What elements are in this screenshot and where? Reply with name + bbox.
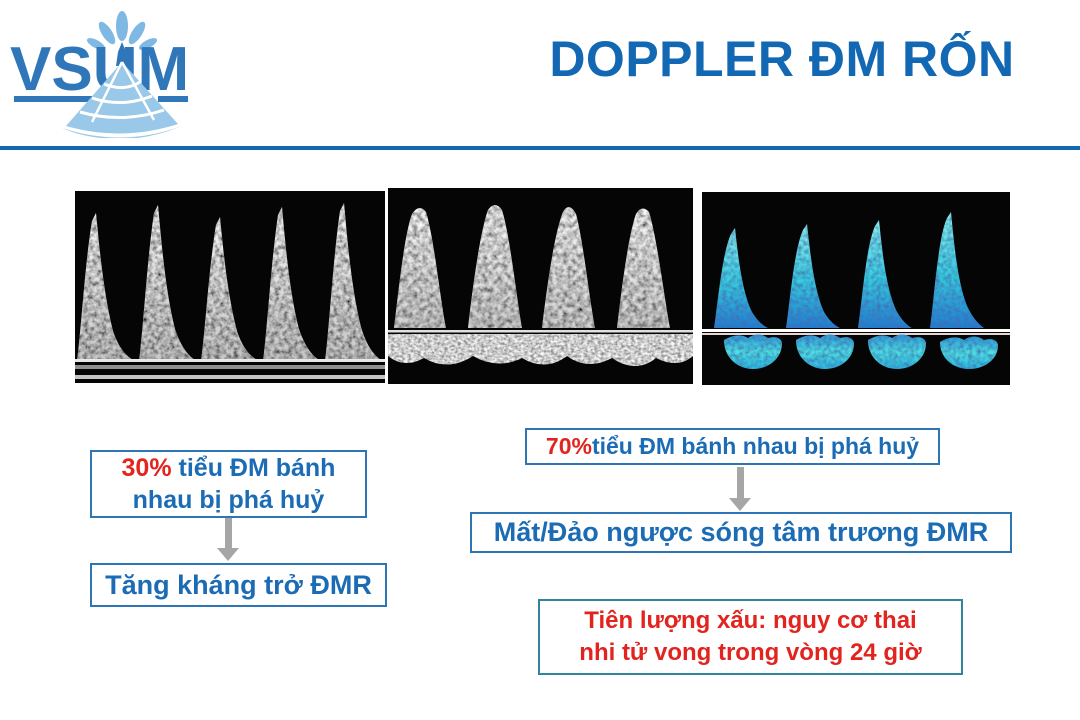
header-divider xyxy=(0,146,1080,150)
arrow-head-icon xyxy=(217,548,239,561)
left-effect-box: Tăng kháng trở ĐMR xyxy=(90,563,387,607)
prognosis-line1: Tiên lượng xấu: nguy cơ thai xyxy=(584,607,917,635)
ultrasound-image-absent-diastole xyxy=(388,188,693,384)
right-cause-box: 70% tiểu ĐM bánh nhau bị phá huỷ xyxy=(525,428,940,465)
left-cause-line1-rest: tiểu ĐM bánh xyxy=(171,453,336,482)
doppler-waveform-3 xyxy=(702,192,1010,385)
logo-underline-right xyxy=(158,96,188,102)
pagoda-icon xyxy=(116,42,128,66)
lotus-icon xyxy=(86,11,158,50)
left-cause-box: 30% tiểu ĐM bánh nhau bị phá huỷ xyxy=(90,450,367,518)
prognosis-line2: nhi tử vong trong vòng 24 giờ xyxy=(579,639,922,666)
slide-title: DOPPLER ĐM RỐN xyxy=(549,31,1015,87)
arrow-shaft xyxy=(224,518,232,548)
prognosis-box: Tiên lượng xấu: nguy cơ thai nhi tử vong… xyxy=(538,599,963,675)
ultrasound-image-reversed-diastole xyxy=(702,192,1010,385)
right-cause-rest: tiểu ĐM bánh nhau bị phá huỷ xyxy=(591,433,920,459)
down-arrow-left xyxy=(217,518,239,561)
logo-underline-left xyxy=(14,96,94,102)
doppler-waveform-2 xyxy=(388,188,693,384)
left-cause-line2: nhau bị phá huỷ xyxy=(132,486,325,514)
down-arrow-right xyxy=(729,467,751,511)
left-cause-percent: 30% xyxy=(121,453,172,482)
vsum-logo-graphic: VSUM xyxy=(10,11,189,140)
vsum-logo: VSUM xyxy=(8,6,193,140)
left-cause-line1: 30% tiểu ĐM bánh xyxy=(122,452,336,485)
arrow-shaft xyxy=(736,467,744,498)
ultrasound-image-high-resistance xyxy=(75,191,385,383)
right-effect-box: Mất/Đảo ngược sóng tâm trương ĐMR xyxy=(470,512,1012,553)
right-cause-percent: 70% xyxy=(545,433,592,459)
arrow-head-icon xyxy=(729,498,751,511)
doppler-waveform-1 xyxy=(75,191,385,383)
ultrasound-fan-icon xyxy=(62,61,182,140)
